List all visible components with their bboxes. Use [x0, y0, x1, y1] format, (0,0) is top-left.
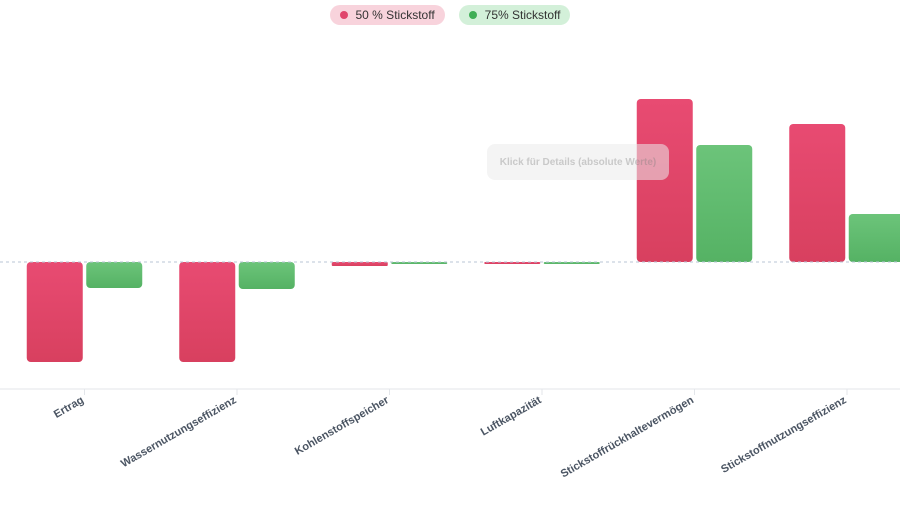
x-tick-label: Wassernutzungseffizienz	[119, 394, 239, 470]
bar-series-1-1[interactable]	[179, 262, 236, 362]
bar-series-2-4[interactable]	[696, 145, 753, 262]
bar-series-2-3[interactable]	[543, 262, 600, 264]
x-tick-label: Stickstoffnutzungseffizienz	[719, 394, 849, 476]
x-tick-label: Stickstoffrückhaltevermögen	[559, 394, 697, 480]
legend-item-series-1[interactable]: 50 % Stickstoff	[329, 5, 445, 25]
legend-label: 50 % Stickstoff	[355, 8, 435, 22]
bar-series-2-0[interactable]	[86, 262, 143, 288]
x-tick-label: Ertrag	[52, 394, 86, 421]
bar-series-2-1[interactable]	[238, 262, 295, 289]
legend-dot-icon	[468, 11, 477, 19]
legend-dot-icon	[339, 11, 348, 19]
legend-item-series-2[interactable]: 75% Stickstoff	[458, 5, 571, 25]
x-tick-label: Luftkapazität	[479, 394, 544, 438]
bar-series-1-0[interactable]	[26, 262, 83, 362]
tooltip: Klick für Details (absolute Werte)	[487, 144, 669, 180]
legend-label: 75% Stickstoff	[484, 8, 561, 22]
legend: 50 % Stickstoff 75% Stickstoff	[0, 5, 900, 25]
bar-series-2-5[interactable]	[848, 214, 900, 262]
bar-series-1-4[interactable]	[636, 99, 693, 262]
bar-series-1-2[interactable]	[331, 262, 388, 266]
bar-series-1-5[interactable]	[789, 124, 846, 262]
x-tick-label: Kohlenstoffspeicher	[293, 394, 392, 458]
